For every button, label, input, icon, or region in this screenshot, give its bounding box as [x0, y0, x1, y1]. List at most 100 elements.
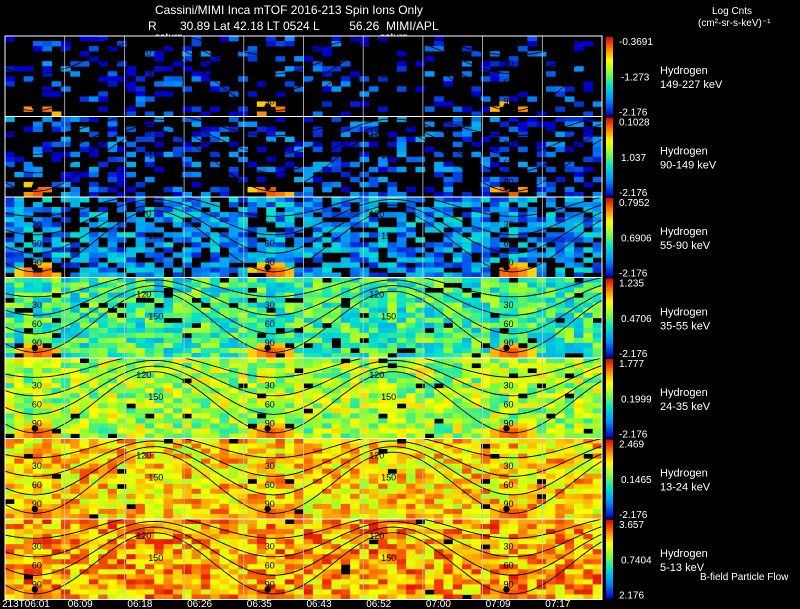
heatmap-cell: [60, 302, 71, 309]
heatmap-cell: [359, 332, 370, 339]
heatmap-cell: [406, 549, 416, 555]
heatmap-cell: [359, 463, 370, 470]
heatmap-cell: [238, 473, 248, 480]
heatmap-cell: [378, 237, 388, 243]
heatmap-cell: [527, 317, 538, 324]
heatmap-cell: [32, 41, 43, 47]
heatmap-cell: [490, 322, 500, 329]
heatmap-cell: [331, 443, 342, 449]
heatmap-cell: [406, 126, 416, 132]
heatmap-cell: [42, 388, 53, 394]
heatmap-cell: [284, 41, 295, 47]
heatmap-cell: [88, 166, 99, 173]
heatmap-cell: [275, 368, 286, 374]
heatmap-cell: [303, 307, 314, 314]
heatmap-cell: [312, 403, 323, 409]
heatmap-cell: [387, 513, 398, 520]
heatmap-cell: [116, 433, 127, 439]
heatmap-cell: [284, 493, 295, 500]
heatmap-cell: [284, 453, 295, 460]
heatmap-cell: [294, 488, 304, 495]
heatmap-cell: [88, 438, 99, 444]
heatmap-cell: [107, 267, 118, 273]
heatmap-cell: [546, 388, 556, 394]
heatmap-cell: [275, 534, 286, 540]
heatmap-cell: [312, 478, 323, 485]
heatmap-cell: [200, 277, 211, 283]
heatmap-cell: [396, 408, 407, 414]
heatmap-cell: [172, 398, 183, 404]
heatmap-cell: [228, 539, 239, 545]
heatmap-cell: [238, 212, 248, 218]
heatmap-cell: [555, 458, 566, 465]
heatmap-cell: [23, 544, 34, 550]
heatmap-cell: [452, 116, 463, 122]
heatmap-cell: [555, 267, 566, 273]
heatmap-cell: [555, 498, 566, 505]
heatmap-cell: [294, 383, 304, 389]
heatmap-cell: [98, 418, 109, 424]
heatmap-cell: [107, 493, 118, 500]
heatmap-cell: [79, 443, 90, 449]
heatmap-cell: [60, 403, 71, 409]
heatmap-cell: [32, 46, 43, 52]
heatmap-cell: [135, 534, 146, 540]
heatmap-cell: [98, 513, 109, 520]
heatmap-cell: [228, 352, 239, 359]
heatmap-cell: [228, 413, 239, 419]
heatmap-cell: [182, 237, 192, 243]
heatmap-cell: [256, 503, 267, 510]
heatmap-cell: [238, 503, 248, 510]
heatmap-cell: [359, 413, 370, 419]
heatmap-cell: [219, 519, 230, 525]
heatmap-cell: [200, 342, 211, 349]
heatmap-cell: [546, 212, 556, 218]
heatmap-cell: [508, 327, 519, 334]
heatmap-cell: [107, 483, 118, 490]
heatmap-cell: [378, 473, 388, 480]
heatmap-cell: [368, 272, 379, 278]
heatmap-cell: [51, 544, 62, 550]
heatmap-cell: [256, 534, 267, 540]
heatmap-cell: [5, 438, 15, 444]
heatmap-cell: [51, 312, 62, 319]
heatmap-cell: [154, 373, 164, 379]
heatmap-cell: [210, 428, 220, 434]
heatmap-cell: [471, 267, 482, 273]
heatmap-cell: [359, 242, 370, 248]
heatmap-cell: [592, 252, 603, 258]
heatmap-cell: [378, 488, 388, 495]
heatmap-cell: [42, 433, 53, 439]
heatmap-cell: [284, 458, 295, 465]
heatmap-cell: [536, 141, 547, 148]
heatmap-cell: [443, 508, 454, 515]
contour-label: 150: [381, 151, 396, 161]
heatmap-cell: [107, 458, 118, 465]
heatmap-cell: [200, 297, 211, 304]
heatmap-cell: [331, 503, 342, 510]
heatmap-cell: [228, 292, 239, 299]
heatmap-cell: [499, 483, 510, 490]
heatmap-cell: [5, 363, 15, 369]
heatmap-cell: [303, 519, 314, 525]
heatmap-cell: [126, 217, 136, 223]
heatmap-cell: [303, 287, 314, 293]
heatmap-cell: [555, 373, 566, 379]
heatmap-cell: [60, 126, 71, 132]
heatmap-cell: [518, 257, 528, 263]
heatmap-cell: [23, 433, 34, 439]
heatmap-cell: [219, 478, 230, 485]
heatmap-cell: [116, 222, 127, 228]
heatmap-cell: [322, 418, 332, 424]
heatmap-cell: [452, 176, 463, 183]
heatmap-cell: [424, 267, 435, 273]
heatmap-cell: [350, 352, 360, 359]
heatmap-cell: [200, 478, 211, 485]
heatmap-cell: [79, 388, 90, 394]
heatmap-cell: [424, 383, 435, 389]
heatmap-cell: [368, 458, 379, 465]
heatmap-cell: [592, 413, 603, 419]
heatmap-cell: [126, 433, 136, 439]
heatmap-cell: [480, 347, 491, 354]
heatmap-cell: [480, 408, 491, 414]
